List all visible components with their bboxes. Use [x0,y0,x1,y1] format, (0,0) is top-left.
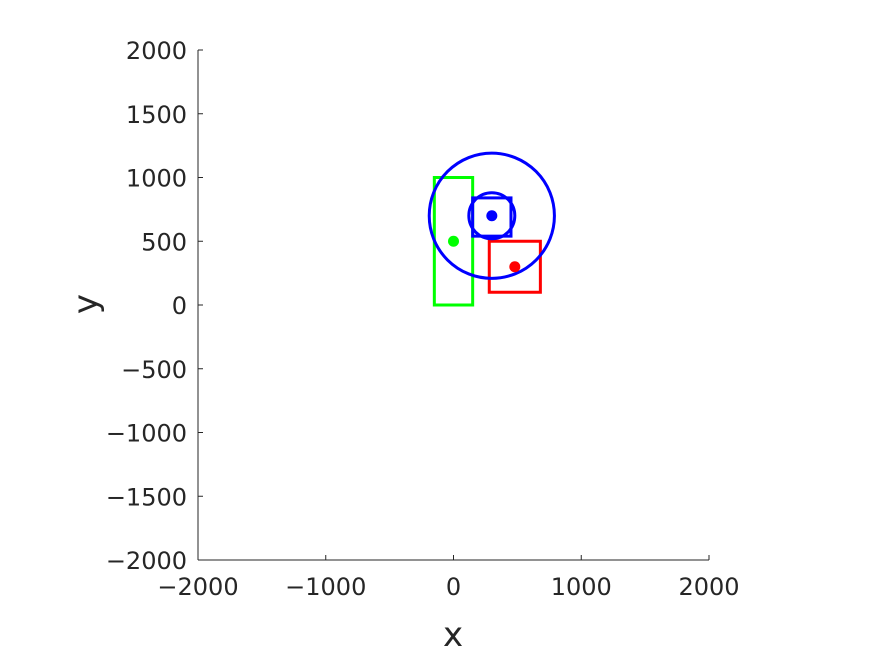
x-tick-label: 1000 [551,573,612,601]
blue-point [486,210,498,222]
y-tick-label: −1000 [106,420,187,448]
blue-outer-circle [427,151,556,280]
y-tick-label: −500 [121,356,187,384]
y-tick-label: 1000 [126,165,187,193]
y-tick-label: 500 [141,228,187,256]
x-axis-label: x [443,615,463,655]
green-point [448,235,459,247]
y-axis-label: y [66,294,106,314]
plot-points [448,210,521,273]
x-ticks: −2000 −1000 0 1000 2000 [157,555,740,601]
blue-rect [471,196,513,238]
red-rect [487,239,542,294]
y-tick-label: 1500 [126,101,187,129]
y-tick-label: 2000 [126,37,187,65]
y-tick-label: −1500 [106,483,187,511]
x-tick-label: 2000 [678,573,739,601]
y-ticks: −2000 −1500 −1000 −500 0 500 1000 1500 2000 [106,37,203,575]
blue-inner-circle [467,191,517,241]
y-tick-label: 0 [172,292,187,320]
x-tick-label: −2000 [157,573,238,601]
plot-shapes [427,151,556,307]
x-tick-label: 0 [446,573,461,601]
y-tick-label: −2000 [106,547,187,575]
red-point [509,261,521,273]
x-tick-label: −1000 [285,573,366,601]
